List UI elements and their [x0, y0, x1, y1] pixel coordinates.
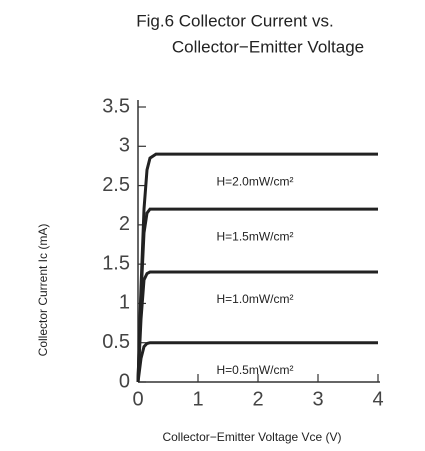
y-tick-label: 1.5 — [102, 252, 130, 274]
x-tick-label: 3 — [312, 388, 323, 410]
y-tick-label: 3.5 — [102, 95, 130, 117]
y-tick-label: 2 — [119, 213, 130, 235]
curve — [136, 270, 378, 383]
y-tick-label: 0.5 — [102, 331, 130, 353]
x-tick-label: 1 — [192, 388, 203, 410]
y-tick-label: 2.5 — [102, 174, 130, 196]
curve-label: H=1.0mW/cm² — [216, 292, 293, 306]
y-tick-label: 3 — [119, 135, 130, 157]
curve-label: H=2.0mW/cm² — [216, 174, 293, 188]
x-axis-label: Collector−Emitter Voltage Vce (V) — [162, 430, 341, 444]
curve — [136, 207, 378, 383]
curve-label: H=1.5mW/cm² — [216, 229, 293, 243]
y-tick-label: 1 — [119, 292, 130, 314]
y-axis-label: Collector Current Ic (mA) — [36, 224, 50, 357]
chart-title: Collector−Emitter Voltage — [172, 37, 364, 56]
x-tick-label: 4 — [372, 388, 383, 410]
curve-label: H=0.5mW/cm² — [216, 363, 293, 377]
y-tick-label: 0 — [119, 370, 130, 392]
chart-title: Fig.6 Collector Current vs. — [136, 11, 333, 30]
curve — [136, 341, 378, 383]
x-tick-label: 0 — [132, 388, 143, 410]
x-tick-label: 2 — [252, 388, 263, 410]
